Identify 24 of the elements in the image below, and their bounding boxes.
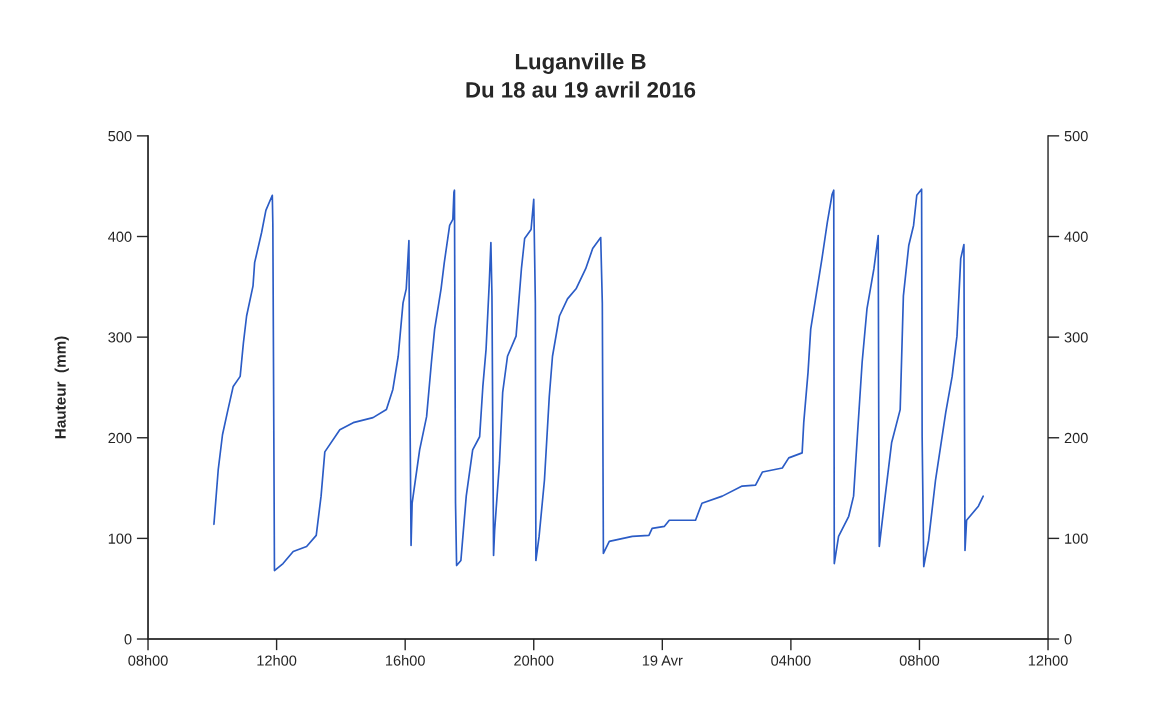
y2-tick-label: 100 bbox=[1065, 533, 1088, 544]
y-tick-label: 400 bbox=[108, 231, 132, 242]
y2-tick-label: 0 bbox=[1064, 634, 1072, 645]
chart-title: Luganville B bbox=[515, 53, 646, 74]
y2-tick-label: 200 bbox=[1064, 432, 1088, 444]
x-tick-label: 20h00 bbox=[514, 654, 554, 666]
y-tick-label: 0 bbox=[124, 634, 132, 645]
x-tick-label: 12h00 bbox=[1028, 654, 1068, 666]
x-tick-label: 04h00 bbox=[771, 654, 811, 666]
x-tick-label: 12h00 bbox=[257, 654, 297, 666]
line-series bbox=[213, 188, 985, 572]
chart-subtitle: Du 18 au 19 avril 2016 bbox=[466, 81, 696, 98]
y-axis-title: Hauteur (mm) bbox=[54, 336, 69, 439]
y-tick-label: 200 bbox=[108, 432, 132, 444]
y-tick-label: 300 bbox=[108, 332, 132, 343]
x-tick-label: 19 Avr bbox=[642, 655, 683, 666]
y2-tick-label: 300 bbox=[1064, 332, 1088, 343]
x-tick-label: 16h00 bbox=[386, 654, 425, 666]
x-tick-label: 08h00 bbox=[899, 654, 940, 666]
y-tick-label: 100 bbox=[108, 533, 132, 544]
y-tick-label: 500 bbox=[108, 130, 132, 142]
y2-tick-label: 400 bbox=[1064, 231, 1088, 242]
y2-tick-label: 500 bbox=[1064, 130, 1088, 142]
x-tick-label: 08h00 bbox=[128, 654, 168, 666]
